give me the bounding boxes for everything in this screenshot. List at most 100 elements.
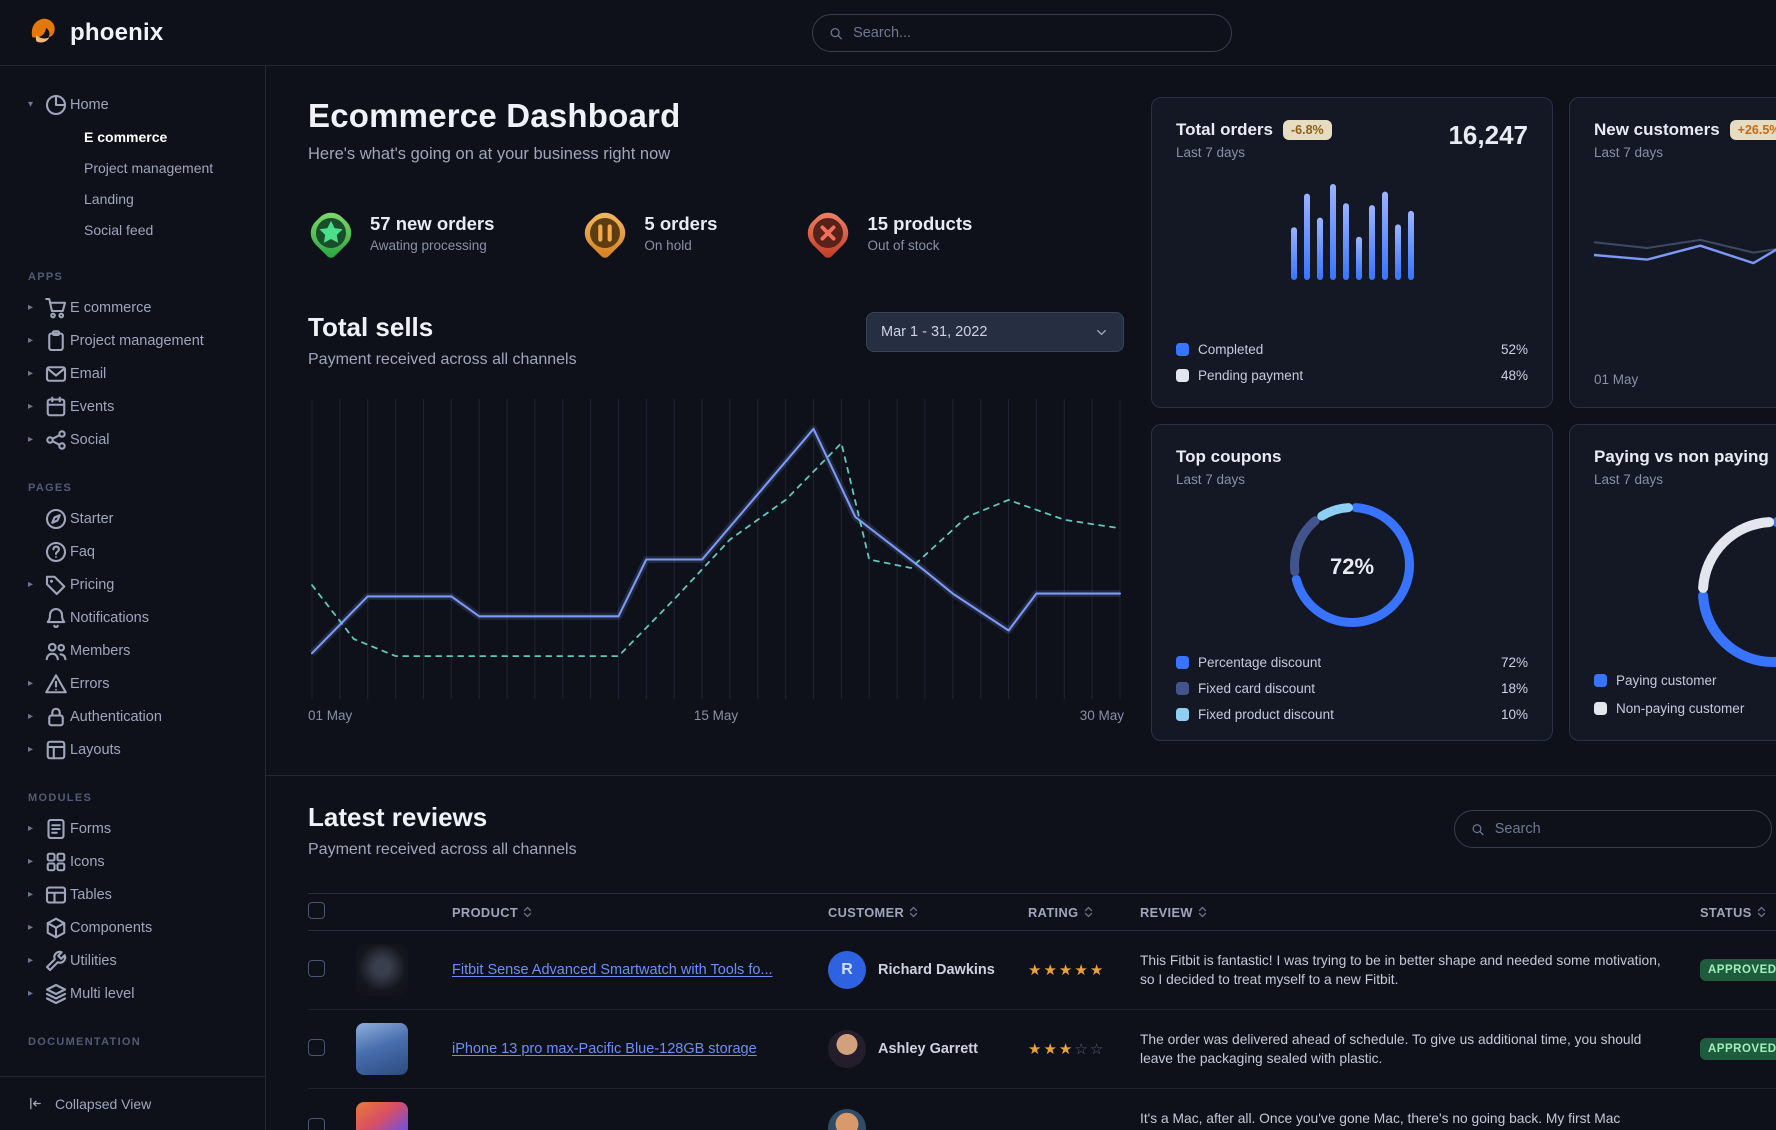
sidebar-item-notifications[interactable]: Notifications	[0, 601, 265, 634]
top-coupons-card: Top coupons Last 7 days 72% Percentage d…	[1151, 424, 1553, 741]
total-sells-title: Total sells	[308, 312, 434, 342]
paying-card: Paying vs non paying Last 7 days Paying …	[1569, 424, 1776, 741]
row-checkbox[interactable]	[308, 1039, 325, 1056]
total-orders-badge: -6.8%	[1282, 120, 1332, 140]
new-customers-x-label: 01 May	[1594, 372, 1639, 387]
sidebar-item-label: Errors	[70, 675, 110, 692]
stat-subtitle: On hold	[644, 238, 692, 253]
row-checkbox[interactable]	[308, 1118, 325, 1130]
product-thumbnail	[356, 944, 408, 996]
total-orders-title: Total orders	[1176, 120, 1273, 139]
sidebar-item-social-feed[interactable]: Social feed	[84, 221, 154, 238]
sidebar-item-label: E commerce	[70, 299, 152, 316]
legend-swatch	[1176, 681, 1189, 695]
box-icon	[44, 916, 68, 940]
sidebar-item-multi-level[interactable]: ▸ Multi level	[0, 977, 265, 1010]
column-header-product[interactable]: PRODUCT	[452, 905, 828, 920]
column-header-review[interactable]: REVIEW	[1140, 905, 1700, 920]
sidebar-item-members[interactable]: Members	[0, 634, 265, 667]
reviews-search-input[interactable]	[1494, 821, 1755, 837]
status-badge: APPROVED	[1700, 959, 1776, 981]
sidebar-item-project-management[interactable]: ▸ Project management	[0, 324, 265, 357]
legend-item-fixed-card-discount: Fixed card discount 18%	[1176, 678, 1528, 698]
reviews-search[interactable]	[1454, 810, 1772, 848]
sidebar-item-project-management[interactable]: Project management	[84, 159, 214, 176]
sort-icon	[523, 906, 532, 918]
sidebar-item-starter[interactable]: Starter	[0, 502, 265, 535]
caret-right-icon: ▸	[28, 922, 34, 933]
product-thumbnail	[356, 1023, 408, 1075]
star-icon: ★	[1058, 1041, 1075, 1058]
sidebar-item-email[interactable]: ▸ Email	[0, 357, 265, 390]
brand[interactable]: phoenix	[26, 14, 163, 51]
sidebar-item-events[interactable]: ▸ Events	[0, 390, 265, 423]
sidebar-item-e-commerce[interactable]: ▸ E commerce	[0, 291, 265, 324]
sidebar-item-label: Components	[70, 919, 153, 936]
column-header-label: PRODUCT	[452, 904, 519, 920]
legend-item-paying-customer: Paying customer	[1594, 670, 1744, 690]
customer-avatar: R	[828, 951, 866, 989]
review-row: Fitbit Sense Advanced Smartwatch with To…	[308, 931, 1776, 1010]
date-range-select[interactable]: Mar 1 - 31, 2022	[866, 312, 1124, 352]
stat-subtitle: Out of stock	[867, 238, 940, 253]
product-link[interactable]: iPhone 13 pro max-Pacific Blue-128GB sto…	[452, 1041, 757, 1057]
product-thumbnail	[356, 1102, 408, 1130]
column-header-customer[interactable]: CUSTOMER	[828, 905, 1028, 920]
global-search-input[interactable]	[853, 25, 1215, 41]
review-text: The order was delivered ahead of schedul…	[1140, 1031, 1642, 1066]
sidebar-item-faq[interactable]: Faq	[0, 535, 265, 568]
sidebar-item-social[interactable]: ▸ Social	[0, 423, 265, 456]
layers-icon	[44, 982, 68, 1006]
section-label-pages: PAGES	[28, 482, 73, 494]
total-sells-subtitle: Payment received across all channels	[308, 351, 577, 368]
customer-cell: R Richard Dawkins	[828, 951, 1028, 989]
sidebar-item-components[interactable]: ▸ Components	[0, 911, 265, 944]
thumb-cell	[356, 944, 452, 996]
sidebar-item-label: Authentication	[70, 708, 162, 725]
bell-icon	[44, 606, 68, 630]
review-row: iPhone 13 pro max-Pacific Blue-128GB sto…	[308, 1010, 1776, 1089]
total-orders-period: Last 7 days	[1176, 145, 1246, 160]
product-cell: iPhone 13 pro max-Pacific Blue-128GB sto…	[452, 1041, 828, 1057]
global-search[interactable]	[812, 14, 1232, 52]
sidebar-item-tables[interactable]: ▸ Tables	[0, 878, 265, 911]
column-header-rating[interactable]: RATING	[1028, 905, 1140, 920]
sidebar-item-e-commerce[interactable]: E commerce	[84, 128, 168, 145]
latest-reviews-title: Latest reviews	[308, 802, 488, 832]
sidebar-item-forms[interactable]: ▸ Forms	[0, 812, 265, 845]
stat-text: 57 new orders Awating processing	[370, 213, 494, 253]
legend-value: 48%	[1500, 367, 1528, 383]
paying-period: Last 7 days	[1594, 472, 1664, 487]
sidebar-item-utilities[interactable]: ▸ Utilities	[0, 944, 265, 977]
sidebar-item-landing[interactable]: Landing	[84, 190, 134, 207]
kpi-cards: Total orders -6.8% Last 7 days 16,247 Co…	[1151, 97, 1776, 741]
form-icon	[44, 817, 68, 841]
column-header-status[interactable]: STATUS	[1700, 905, 1776, 920]
sidebar-item-layouts[interactable]: ▸ Layouts	[0, 733, 265, 766]
star-icon: ★	[1058, 962, 1075, 979]
total-orders-card: Total orders -6.8% Last 7 days 16,247 Co…	[1151, 97, 1553, 408]
sidebar-item-label: Email	[70, 365, 107, 382]
collapsed-view-toggle[interactable]: Collapsed View	[0, 1076, 265, 1130]
sidebar-item-errors[interactable]: ▸ Errors	[0, 667, 265, 700]
wrench-icon	[44, 949, 68, 973]
sidebar-item-pricing[interactable]: ▸ Pricing	[0, 568, 265, 601]
select-all-checkbox[interactable]	[308, 902, 325, 919]
stat-text: 5 orders On hold	[644, 213, 717, 253]
row-checkbox[interactable]	[308, 960, 325, 977]
status-label: APPROVED	[1708, 964, 1776, 976]
sidebar-item-authentication[interactable]: ▸ Authentication	[0, 700, 265, 733]
section-label-documentation: DOCUMENTATION	[28, 1036, 142, 1048]
legend-swatch	[1176, 368, 1189, 382]
stat-5-orders: 5 orders On hold	[578, 206, 717, 260]
review-text: It's a Mac, after all. Once you've gone …	[1140, 1110, 1621, 1126]
stat-value: 5 orders	[644, 213, 718, 234]
product-link[interactable]: Fitbit Sense Advanced Smartwatch with To…	[452, 962, 773, 978]
top-coupons-period: Last 7 days	[1176, 472, 1246, 487]
section-label-modules: MODULES	[28, 792, 93, 804]
sidebar-item-home[interactable]: ▾ Home	[0, 88, 265, 121]
phoenix-logo-icon	[26, 14, 60, 51]
sidebar-item-icons[interactable]: ▸ Icons	[0, 845, 265, 878]
row-checkbox-cell	[308, 1039, 356, 1059]
sidebar-item-label: Multi level	[70, 985, 135, 1002]
